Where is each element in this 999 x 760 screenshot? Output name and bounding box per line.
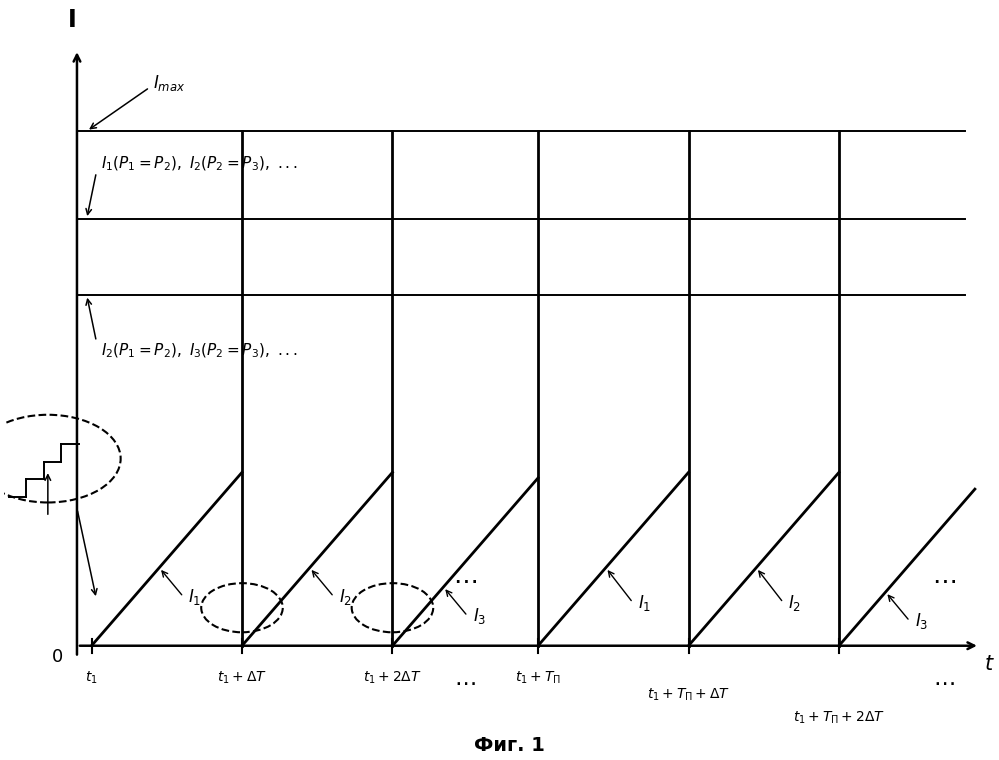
Text: 0: 0 — [52, 648, 63, 667]
Text: $I_1$: $I_1$ — [189, 587, 202, 607]
Text: $t_1 + T_{\Pi} + \Delta T$: $t_1 + T_{\Pi} + \Delta T$ — [647, 686, 730, 703]
Text: $t_1 + T_{\Pi}$: $t_1 + T_{\Pi}$ — [515, 669, 561, 686]
Text: $I_1(P_1 = P_2),\ I_2(P_2 = P_3),\ ...$: $I_1(P_1 = P_2),\ I_2(P_2 = P_3),\ ...$ — [101, 154, 298, 173]
Text: $t_1 + T_{\Pi} + 2\Delta T$: $t_1 + T_{\Pi} + 2\Delta T$ — [793, 710, 885, 727]
Text: I: I — [68, 8, 77, 32]
Text: $I_1$: $I_1$ — [637, 593, 651, 613]
Text: $\ldots$: $\ldots$ — [932, 564, 956, 587]
Text: $\ldots$: $\ldots$ — [933, 669, 955, 689]
Text: $t_1 + \Delta T$: $t_1 + \Delta T$ — [217, 669, 267, 686]
Text: $I_2$: $I_2$ — [788, 593, 801, 613]
Text: $I_2$: $I_2$ — [339, 587, 352, 607]
Text: Фиг. 1: Фиг. 1 — [474, 736, 544, 755]
Text: $t_1 + 2\Delta T$: $t_1 + 2\Delta T$ — [363, 669, 422, 686]
Text: $I_{max}$: $I_{max}$ — [153, 73, 185, 93]
Text: t: t — [985, 654, 993, 674]
Text: $I_3$: $I_3$ — [473, 606, 486, 626]
Text: $I_3$: $I_3$ — [915, 611, 928, 632]
Text: $\ldots$: $\ldots$ — [454, 564, 478, 587]
Text: $\ldots$: $\ldots$ — [455, 669, 477, 689]
Text: $I_2(P_1 = P_2),\ I_3(P_2 = P_3),\ ...$: $I_2(P_1 = P_2),\ I_3(P_2 = P_3),\ ...$ — [101, 341, 298, 359]
Text: $t_1$: $t_1$ — [85, 669, 98, 686]
